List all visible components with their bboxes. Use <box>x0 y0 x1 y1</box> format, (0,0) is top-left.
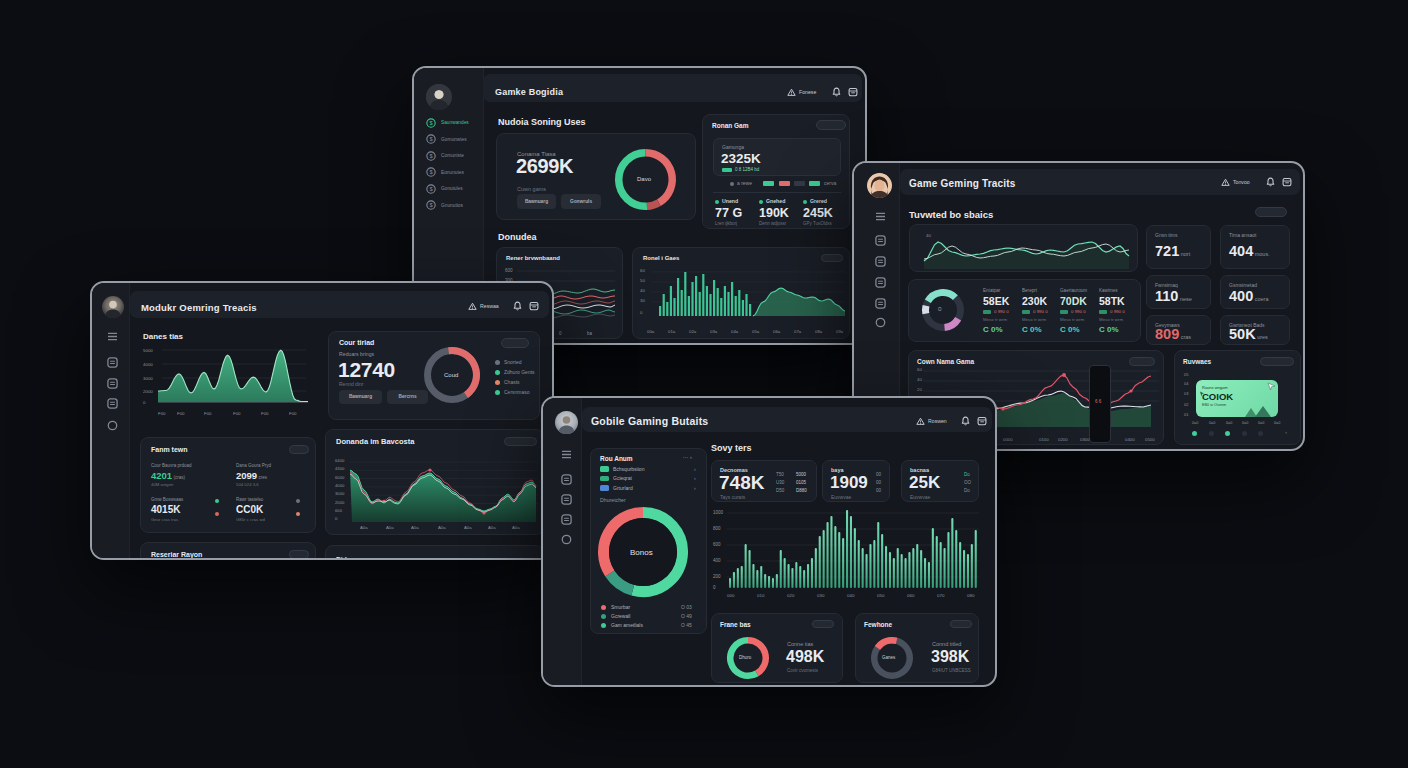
svg-text:$: $ <box>429 120 433 126</box>
svg-text:$: $ <box>429 153 433 159</box>
svg-text:$: $ <box>429 169 433 175</box>
svg-text:$: $ <box>429 186 433 192</box>
svg-text:$: $ <box>429 202 433 208</box>
svg-text:$: $ <box>429 136 433 142</box>
